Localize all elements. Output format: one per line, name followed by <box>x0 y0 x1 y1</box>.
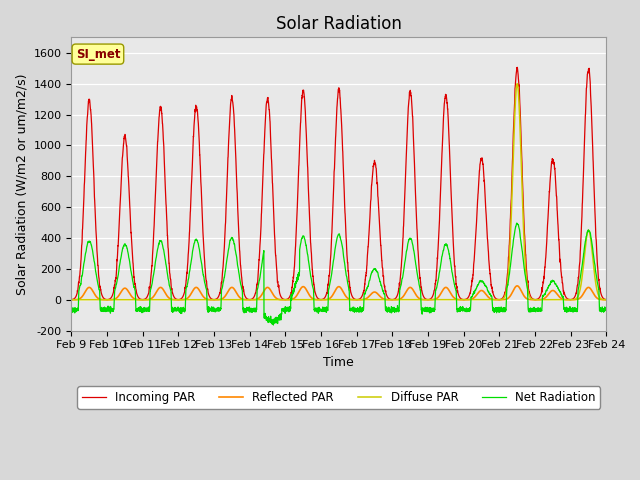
Reflected PAR <box>68 297 76 302</box>
Diffuse PAR <box>164 297 172 302</box>
Legend: Incoming PAR, Reflected PAR, Diffuse PAR, Net Radiation: Incoming PAR, Reflected PAR, Diffuse PAR… <box>77 386 600 409</box>
Net Radiation <box>68 307 76 312</box>
Incoming PAR <box>319 296 326 302</box>
Incoming PAR <box>164 232 172 238</box>
Net Radiation <box>602 307 610 313</box>
Diffuse PAR <box>513 81 521 86</box>
Diffuse PAR <box>429 297 436 302</box>
Diffuse PAR <box>602 297 610 302</box>
Reflected PAR <box>489 297 497 302</box>
Incoming PAR <box>68 297 76 302</box>
Reflected PAR <box>459 297 467 302</box>
Title: Solar Radiation: Solar Radiation <box>276 15 402 33</box>
Diffuse PAR <box>531 297 539 302</box>
Incoming PAR <box>489 290 497 296</box>
X-axis label: Time: Time <box>323 356 354 369</box>
Net Radiation <box>269 322 277 328</box>
Incoming PAR <box>602 297 609 302</box>
Line: Incoming PAR: Incoming PAR <box>72 67 606 300</box>
Reflected PAR <box>513 283 521 289</box>
Reflected PAR <box>164 294 172 300</box>
Incoming PAR <box>429 293 436 299</box>
Line: Diffuse PAR: Diffuse PAR <box>72 84 606 300</box>
Diffuse PAR <box>489 297 497 302</box>
Net Radiation <box>429 308 437 314</box>
Net Radiation <box>489 307 497 312</box>
Line: Reflected PAR: Reflected PAR <box>72 286 606 300</box>
Net Radiation <box>164 272 172 277</box>
Net Radiation <box>459 304 467 310</box>
Diffuse PAR <box>602 297 610 302</box>
Incoming PAR <box>602 297 610 302</box>
Net Radiation <box>319 309 326 314</box>
Reflected PAR <box>319 297 326 302</box>
Incoming PAR <box>513 64 521 70</box>
Text: SI_met: SI_met <box>76 48 120 60</box>
Diffuse PAR <box>319 297 326 302</box>
Net Radiation <box>513 220 520 226</box>
Diffuse PAR <box>459 297 467 302</box>
Line: Net Radiation: Net Radiation <box>72 223 606 325</box>
Reflected PAR <box>429 297 436 302</box>
Net Radiation <box>602 307 610 313</box>
Diffuse PAR <box>68 297 76 302</box>
Reflected PAR <box>602 297 610 302</box>
Reflected PAR <box>602 297 609 302</box>
Incoming PAR <box>459 297 467 302</box>
Y-axis label: Solar Radiation (W/m2 or um/m2/s): Solar Radiation (W/m2 or um/m2/s) <box>15 73 28 295</box>
